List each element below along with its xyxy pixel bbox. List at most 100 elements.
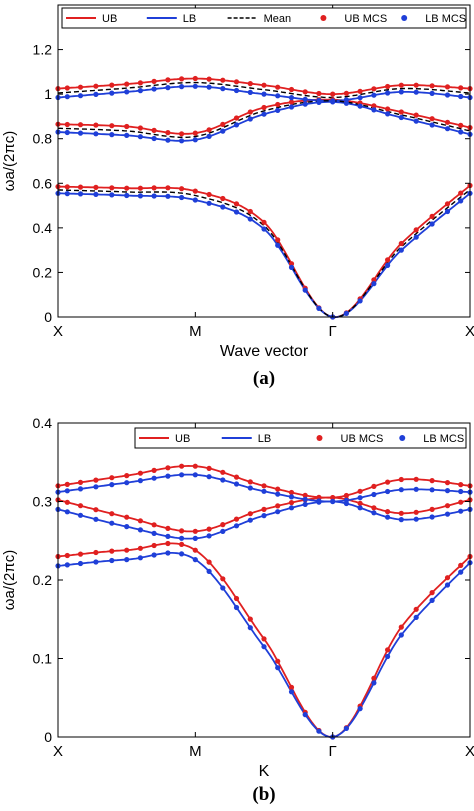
marker-lb-mcs-band-2 <box>247 116 253 122</box>
marker-lb-mcs-band-3 <box>316 97 322 104</box>
marker-ub-mcs-band-1 <box>124 547 130 553</box>
marker-lb-mcs-band-3 <box>151 475 157 481</box>
marker-ub-mcs-band-2 <box>124 123 130 130</box>
marker-ub-mcs-band-3 <box>398 476 404 483</box>
marker-lb-mcs-band-1 <box>165 550 171 556</box>
marker-lb-mcs-band-1 <box>302 287 308 293</box>
marker-ub-mcs-band-1 <box>206 191 212 198</box>
marker-ub-mcs-band-2 <box>413 112 419 118</box>
marker-lb-mcs-band-2 <box>261 513 267 519</box>
marker-lb-mcs-band-2 <box>371 510 377 516</box>
marker-lb-mcs-band-3 <box>343 97 349 103</box>
marker-ub-mcs-band-3 <box>357 488 363 494</box>
marker-ub-mcs-band-2 <box>247 511 253 517</box>
marker-ub-mcs-band-2 <box>398 510 404 516</box>
marker-lb-mcs-band-2 <box>444 126 451 132</box>
panel-a: 0 0.2 0.4 0.6 0.8 1 1.2 X M Γ X Wave vector ωa/(2πc)… <box>1 4 474 389</box>
marker-lb-mcs-band-1 <box>413 234 419 240</box>
marker-lb-mcs-band-3 <box>192 83 198 89</box>
legend-label-ub-mcs: UB MCS <box>341 433 384 445</box>
marker-lb-mcs-band-3 <box>444 488 451 494</box>
marker-ub-mcs-band-3 <box>275 486 281 492</box>
marker-lb-mcs-band-3 <box>288 95 295 101</box>
marker-lb-mcs-band-3 <box>179 472 185 478</box>
marker-ub-mcs-band-2 <box>371 505 377 511</box>
marker-ub-mcs-band-3 <box>413 82 419 88</box>
marker-ub-mcs-band-1 <box>77 551 84 557</box>
y-tick-label: 0.8 <box>33 131 53 147</box>
marker-lb-mcs-band-3 <box>261 91 267 97</box>
marker-lb-mcs-band-2 <box>192 137 198 143</box>
marker-lb-mcs-band-3 <box>220 477 226 483</box>
marker-lb-mcs-band-1 <box>109 557 115 564</box>
marker-ub-mcs-band-1 <box>165 185 171 191</box>
y-tick-label: 0.4 <box>33 220 53 236</box>
marker-lb-mcs-band-2 <box>261 111 267 117</box>
marker-lb-mcs-band-1 <box>429 597 435 604</box>
marker-lb-mcs-band-2 <box>165 137 171 143</box>
marker-lb-mcs-band-2 <box>288 505 295 511</box>
marker-lb-mcs-band-2 <box>93 516 99 522</box>
marker-ub-mcs-band-3 <box>398 82 404 88</box>
marker-lb-mcs-band-2 <box>137 134 143 140</box>
marker-lb-mcs-band-1 <box>247 216 253 222</box>
marker-ub-mcs-band-3 <box>288 489 295 496</box>
marker-ub-mcs-band-2 <box>261 506 267 512</box>
marker-lb-mcs-band-2 <box>385 514 391 520</box>
marker-lb-mcs-band-2 <box>124 132 130 138</box>
marker-lb-mcs-band-3 <box>398 487 404 493</box>
marker-ub-mcs-band-2 <box>288 500 295 506</box>
marker-lb-mcs-band-1 <box>151 552 157 558</box>
marker-ub-mcs-band-3 <box>316 90 322 97</box>
marker-ub-mcs-band-2 <box>109 511 115 517</box>
marker-lb-mcs-band-3 <box>192 472 198 478</box>
marker-ub-mcs-band-1 <box>288 261 295 267</box>
marker-ub-mcs-band-1 <box>179 186 185 192</box>
marker-lb-mcs-band-2 <box>151 135 157 142</box>
marker-lb-mcs-band-2 <box>77 130 84 136</box>
marker-lb-mcs-band-1 <box>343 725 349 732</box>
series-ub-band-1 <box>57 184 471 319</box>
marker-ub-mcs-band-1 <box>192 547 198 553</box>
marker-lb-mcs-band-3 <box>275 491 281 497</box>
marker-lb-mcs-band-1 <box>302 712 308 718</box>
marker-lb-mcs-band-1 <box>179 551 185 557</box>
y-tick-label: 1.2 <box>33 42 53 58</box>
marker-ub-mcs-band-2 <box>429 506 435 512</box>
marker-lb-mcs-band-3 <box>458 93 464 100</box>
marker-lb-mcs-band-3 <box>413 89 419 95</box>
marker-ub-mcs-band-2 <box>165 525 171 532</box>
marker-ub-mcs-band-2 <box>429 116 435 122</box>
marker-ub-mcs-band-1 <box>247 616 253 622</box>
marker-lb-mcs-band-2 <box>385 111 391 117</box>
marker-lb-mcs-band-1 <box>385 653 391 660</box>
marker-ub-mcs-band-2 <box>206 127 212 133</box>
marker-ub-mcs-band-3 <box>261 82 267 88</box>
marker-lb-mcs-band-3 <box>385 488 391 495</box>
marker-ub-mcs-band-2 <box>220 121 226 127</box>
marker-lb-mcs-band-3 <box>206 84 212 90</box>
marker-lb-mcs-band-3 <box>343 497 349 503</box>
marker-ub-mcs-band-3 <box>206 76 212 82</box>
marker-ub-mcs-band-1 <box>288 684 295 691</box>
marker-lb-mcs-band-2 <box>64 129 70 136</box>
marker-lb-mcs-band-2 <box>458 508 464 514</box>
marker-lb-mcs-band-2 <box>398 114 404 121</box>
plot-frame <box>57 4 471 318</box>
marker-lb-mcs-band-2 <box>398 517 404 523</box>
marker-ub-mcs-band-3 <box>343 492 349 499</box>
marker-ub-mcs-band-3 <box>458 85 464 91</box>
legend-label-ub-mcs: UB MCS <box>344 13 387 25</box>
marker-lb-mcs-band-3 <box>137 88 143 94</box>
marker-ub-mcs-band-2 <box>109 123 115 129</box>
marker-lb-mcs-band-1 <box>444 582 451 588</box>
marker-lb-mcs-band-3 <box>165 473 171 479</box>
series-lb-band-1 <box>57 192 471 319</box>
marker-ub-mcs-band-1 <box>93 549 99 556</box>
marker-ub-mcs-band-3 <box>302 492 308 498</box>
marker-ub-mcs-band-1 <box>109 548 115 554</box>
series-mean-band-3 <box>57 81 471 99</box>
marker-ub-mcs-band-2 <box>64 499 70 505</box>
marker-lb-mcs-band-2 <box>233 523 240 529</box>
marker-lb-mcs-band-3 <box>316 498 322 504</box>
